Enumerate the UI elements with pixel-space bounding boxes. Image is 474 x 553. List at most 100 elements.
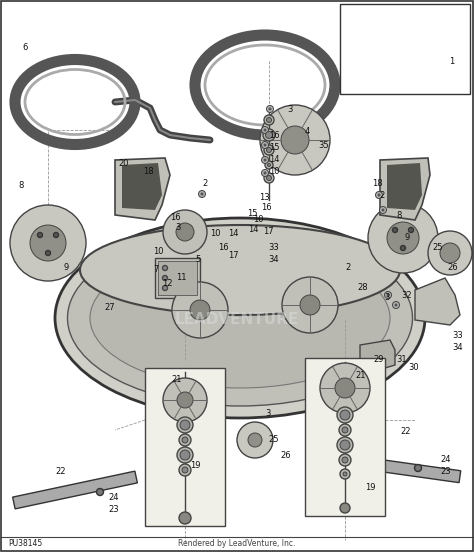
Text: 7: 7 [153, 265, 158, 274]
Circle shape [264, 145, 274, 155]
Text: 16: 16 [261, 202, 272, 211]
Circle shape [264, 128, 266, 132]
Circle shape [384, 291, 392, 299]
Circle shape [177, 392, 193, 408]
Text: 2: 2 [379, 191, 384, 201]
Circle shape [163, 275, 167, 280]
Ellipse shape [80, 225, 400, 315]
Text: 10: 10 [153, 248, 164, 257]
Circle shape [382, 208, 384, 211]
Text: 10: 10 [210, 229, 220, 238]
Circle shape [248, 433, 262, 447]
Circle shape [281, 126, 309, 154]
Circle shape [264, 171, 266, 175]
Text: 13: 13 [259, 194, 270, 202]
Text: 3: 3 [175, 223, 181, 232]
Text: 3: 3 [287, 106, 292, 114]
Text: 25: 25 [268, 436, 279, 445]
Text: 8: 8 [18, 180, 23, 190]
Text: 33: 33 [268, 243, 279, 253]
Text: 16: 16 [170, 213, 181, 222]
Text: 14: 14 [269, 154, 280, 164]
Circle shape [180, 420, 190, 430]
Polygon shape [13, 471, 137, 509]
Polygon shape [415, 278, 460, 325]
Circle shape [342, 457, 348, 463]
Circle shape [265, 132, 273, 138]
Circle shape [182, 437, 188, 443]
Circle shape [401, 246, 405, 251]
Text: PU38145: PU38145 [8, 539, 42, 547]
Text: 18: 18 [143, 168, 154, 176]
Text: 11: 11 [176, 274, 186, 283]
Text: 8: 8 [396, 211, 401, 220]
Circle shape [409, 227, 413, 232]
Circle shape [282, 277, 338, 333]
Circle shape [172, 282, 228, 338]
Circle shape [199, 190, 206, 197]
Circle shape [266, 175, 272, 180]
Circle shape [46, 251, 51, 255]
Text: 6: 6 [22, 44, 27, 53]
Text: 22: 22 [400, 427, 410, 436]
Polygon shape [115, 158, 170, 220]
Text: 31: 31 [396, 356, 407, 364]
Circle shape [340, 469, 350, 479]
Text: 16: 16 [269, 132, 280, 140]
Circle shape [176, 223, 194, 241]
Text: 23: 23 [108, 504, 118, 514]
Text: 26: 26 [447, 263, 457, 273]
Circle shape [266, 148, 272, 153]
Text: 15: 15 [247, 210, 257, 218]
Bar [145, 368, 225, 526]
Text: 27: 27 [104, 304, 115, 312]
Text: 3: 3 [265, 410, 270, 419]
Circle shape [339, 424, 351, 436]
Text: 32: 32 [401, 290, 411, 300]
Circle shape [386, 294, 390, 296]
Text: 10: 10 [253, 216, 264, 225]
Circle shape [320, 363, 370, 413]
Circle shape [343, 472, 347, 476]
Circle shape [268, 107, 272, 111]
Circle shape [260, 105, 330, 175]
Ellipse shape [67, 230, 412, 406]
Text: 24: 24 [440, 456, 450, 465]
Circle shape [262, 142, 268, 149]
Circle shape [237, 422, 273, 458]
Circle shape [339, 454, 351, 466]
Text: 28: 28 [357, 284, 368, 293]
Text: Rendered by LeadVenture, Inc.: Rendered by LeadVenture, Inc. [178, 539, 296, 547]
Text: 1: 1 [449, 58, 454, 66]
Text: 26: 26 [280, 451, 291, 461]
Circle shape [335, 378, 355, 398]
Circle shape [37, 232, 43, 237]
Text: 29: 29 [373, 356, 383, 364]
Circle shape [392, 227, 398, 232]
Circle shape [179, 434, 191, 446]
Circle shape [440, 243, 460, 263]
Text: 12: 12 [162, 279, 173, 289]
Circle shape [163, 285, 167, 290]
Text: 2: 2 [345, 263, 350, 273]
Circle shape [30, 225, 66, 261]
Circle shape [377, 194, 381, 196]
Text: 33: 33 [452, 331, 463, 340]
Circle shape [266, 106, 273, 112]
Text: 19: 19 [365, 483, 375, 493]
Circle shape [262, 170, 268, 176]
Circle shape [414, 465, 421, 472]
Text: 9: 9 [405, 233, 410, 243]
Text: 34: 34 [452, 342, 463, 352]
Circle shape [182, 467, 188, 473]
Bar [340, 4, 470, 94]
Polygon shape [335, 453, 461, 483]
Text: 20: 20 [118, 159, 128, 169]
Circle shape [300, 295, 320, 315]
Circle shape [340, 503, 350, 513]
Circle shape [264, 159, 266, 161]
Circle shape [337, 407, 353, 423]
Text: 34: 34 [268, 255, 279, 264]
Text: 23: 23 [440, 467, 451, 477]
Polygon shape [360, 340, 395, 368]
